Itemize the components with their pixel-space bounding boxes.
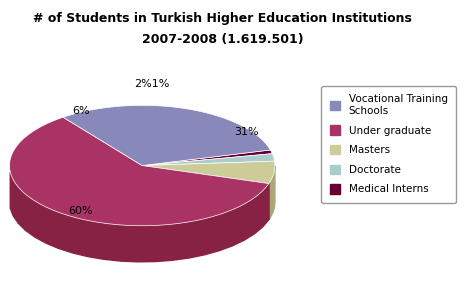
Polygon shape <box>142 154 274 166</box>
Text: 60%: 60% <box>68 206 93 216</box>
Polygon shape <box>9 117 269 226</box>
Text: 31%: 31% <box>234 127 259 138</box>
Text: 2007-2008 (1.619.501): 2007-2008 (1.619.501) <box>142 33 303 46</box>
Polygon shape <box>269 166 275 220</box>
Polygon shape <box>10 172 269 262</box>
Polygon shape <box>142 166 269 220</box>
Polygon shape <box>142 161 275 184</box>
Legend: Vocational Training
Schools, Under graduate, Masters, Doctorate, Medical Interns: Vocational Training Schools, Under gradu… <box>321 86 456 203</box>
Polygon shape <box>142 150 272 166</box>
Polygon shape <box>63 105 270 166</box>
Polygon shape <box>142 166 269 220</box>
Text: 2%1%: 2%1% <box>134 79 169 89</box>
Text: # of Students in Turkish Higher Education Institutions: # of Students in Turkish Higher Educatio… <box>33 12 412 25</box>
Text: 6%: 6% <box>72 106 90 116</box>
